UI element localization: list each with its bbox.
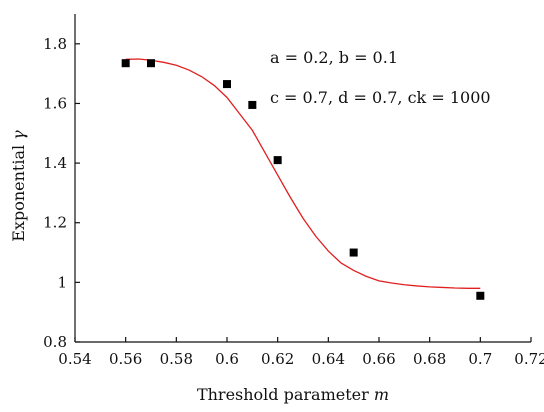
y-axis-title: Exponential γ <box>9 130 28 242</box>
axes <box>74 14 531 343</box>
x-tick-label: 0.6 <box>215 350 239 368</box>
y-tick-label: 1 <box>57 273 67 291</box>
y-tick-label: 1.4 <box>43 154 67 172</box>
y-tick-label: 0.8 <box>43 333 67 351</box>
data-point-square <box>273 156 282 165</box>
x-tick-label: 0.54 <box>58 350 91 368</box>
x-tick-label: 0.62 <box>261 350 294 368</box>
x-tick-label: 0.72 <box>514 350 544 368</box>
data-point-square <box>121 59 130 68</box>
axis-titles: Threshold parameter m Exponential γ <box>9 130 389 404</box>
data-point-square <box>147 59 155 68</box>
x-tick-label: 0.64 <box>312 350 345 368</box>
x-tick-label: 0.58 <box>160 350 193 368</box>
x-tick-label: 0.68 <box>413 350 446 368</box>
annotations: a = 0.2, b = 0.1 c = 0.7, d = 0.7, ck = 1… <box>270 48 491 107</box>
parameter-annotation: c = 0.7, d = 0.7, ck = 1000 <box>270 88 491 107</box>
data-point-square <box>248 100 257 109</box>
y-tick-label: 1.6 <box>43 94 67 112</box>
y-tick-label: 1.8 <box>43 35 67 53</box>
x-tick-label: 0.7 <box>468 350 492 368</box>
data-point-square <box>223 80 231 89</box>
ticks: 0.54 0.56 0.58 0.6 0.62 0.64 0.66 0.68 0.7 0.72 0.… <box>43 35 544 368</box>
x-tick-label: 0.56 <box>109 350 142 368</box>
data-point-square <box>349 248 358 257</box>
data-point-square <box>476 291 485 300</box>
fit-curve-line <box>125 58 481 289</box>
series <box>121 58 485 300</box>
parameter-annotation: a = 0.2, b = 0.1 <box>270 48 398 67</box>
y-tick-label: 1.2 <box>43 214 67 232</box>
x-tick-label: 0.66 <box>362 350 395 368</box>
x-axis-title: Threshold parameter m <box>197 385 389 404</box>
